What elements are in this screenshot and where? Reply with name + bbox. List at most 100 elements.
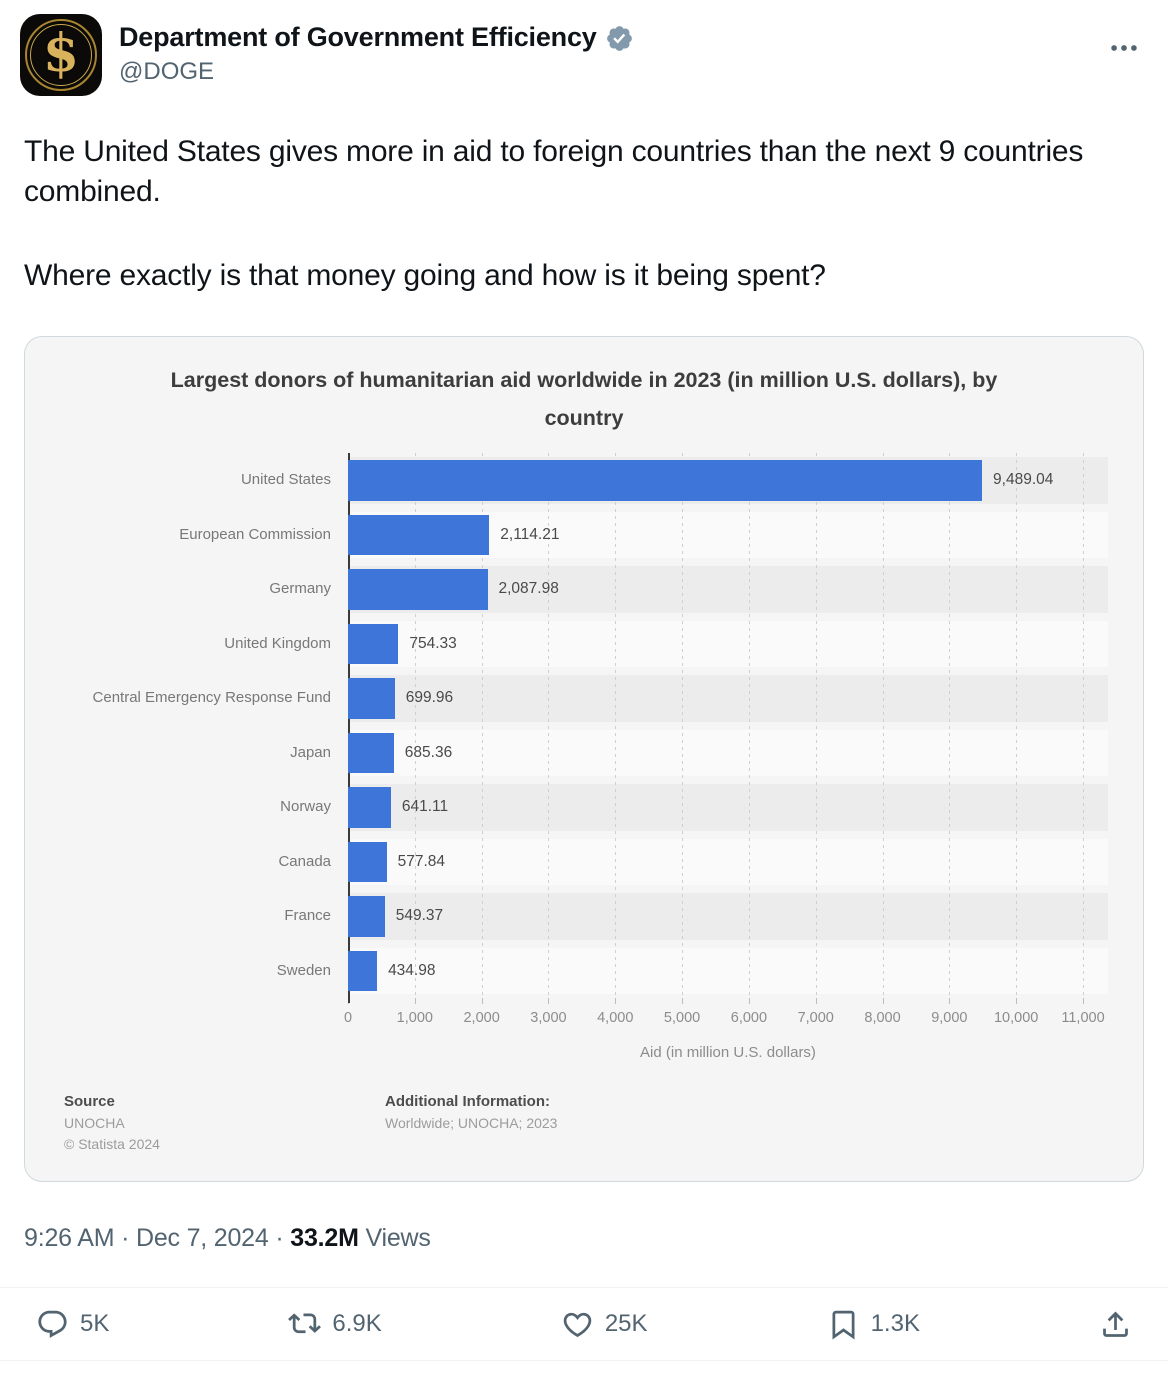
bookmark-button[interactable]: 1.3K (827, 1308, 920, 1341)
bar-value-label: 641.11 (401, 798, 449, 816)
source-value: UNOCHA (64, 1115, 125, 1131)
x-tick-label: 7,000 (797, 1010, 834, 1026)
bar-row: Sweden 434.98 (25, 944, 1108, 999)
more-button[interactable] (1104, 28, 1144, 68)
chart: United States 9,489.04 European Commission… (25, 453, 1108, 1061)
dollar-sign-logo: $ (42, 23, 80, 84)
x-tick-label: 11,000 (1061, 1010, 1105, 1026)
x-tick-label: 0 (343, 1010, 353, 1026)
display-name[interactable]: Department of Government Efficiency (119, 22, 597, 52)
x-tick-label: 9,000 (931, 1010, 968, 1026)
chart-attachment[interactable]: Largest donors of humanitarian aid world… (24, 336, 1144, 1182)
row-stripe (348, 784, 1108, 831)
like-count: 25K (604, 1310, 648, 1337)
like-button[interactable]: 25K (561, 1308, 648, 1341)
bar-area: 577.84 (348, 835, 1108, 890)
bar-row: Canada 577.84 (25, 835, 1108, 890)
bar-area: 754.33 (348, 617, 1108, 672)
tweet-meta: 9:26 AM · Dec 7, 2024 · 33.2M Views (0, 1224, 1168, 1253)
bar-row: Japan 685.36 (25, 726, 1108, 781)
divider-below-actions (0, 1360, 1168, 1361)
bar-category-label: Germany (269, 580, 331, 598)
x-tick-label: 3,000 (530, 1010, 567, 1026)
bar (348, 569, 488, 610)
additional-info-label: Additional Information: (385, 1093, 550, 1110)
post-date: Dec 7, 2024 (135, 1224, 269, 1252)
post-time: 9:26 AM (24, 1224, 115, 1252)
bar-area: 2,087.98 (348, 562, 1108, 617)
like-icon (563, 1312, 592, 1337)
source-label: Source (64, 1093, 115, 1110)
bar-category-label: Japan (290, 743, 331, 761)
x-tick-mark (348, 998, 349, 1004)
chart-footer: Source UNOCHA © Statista 2024 Additional… (64, 1091, 1143, 1155)
avatar[interactable]: $ (20, 14, 102, 96)
bar (348, 896, 385, 937)
bar-value-label: 2,087.98 (498, 580, 559, 598)
x-axis: 0 1,000 2,000 3,000 4,000 5,000 6,000 7,000 8,00… (344, 998, 1108, 1038)
views-label: Views (365, 1224, 431, 1252)
bar-area: 549.37 (348, 889, 1108, 944)
bar-category-label: Canada (278, 852, 331, 870)
handle[interactable]: @DOGE (119, 58, 215, 85)
chart-rows: United States 9,489.04 European Commission… (25, 453, 1108, 1003)
bar-value-label: 434.98 (388, 961, 436, 979)
bar-row: Norway 641.11 (25, 780, 1108, 835)
bar-row: European Commission 2,114.21 (25, 508, 1108, 563)
reply-icon (38, 1310, 67, 1338)
bar-category-label: United States (240, 471, 331, 489)
bar-category-label: European Commission (179, 525, 331, 543)
bar-category-label: Central Emergency Response Fund (92, 689, 331, 707)
x-tick-label: 10,000 (993, 1010, 1039, 1026)
x-tick-label: 1,000 (396, 1010, 433, 1026)
meta-separator-1: · (121, 1224, 130, 1252)
more-dots-icon (1111, 45, 1137, 51)
action-bar: 5K 6.9K 25K 1.3K (0, 1288, 1168, 1360)
bar-area: 699.96 (348, 671, 1108, 726)
bar-category-label: United Kingdom (224, 634, 331, 652)
repost-button[interactable]: 6.9K (288, 1308, 382, 1341)
bar-area: 2,114.21 (348, 508, 1108, 563)
x-tick-mark (1083, 998, 1084, 1004)
row-stripe (348, 893, 1108, 940)
reply-count: 5K (80, 1310, 110, 1337)
x-tick-mark (414, 998, 416, 1004)
x-tick-mark (682, 998, 684, 1004)
bar (348, 623, 399, 664)
bar-category-label: France (284, 907, 331, 925)
additional-info-block: Additional Information: Worldwide; UNOCH… (385, 1091, 557, 1155)
bar (348, 841, 387, 882)
x-tick-label: 2,000 (463, 1010, 500, 1026)
header-names: Department of Government Efficiency @DOG… (119, 14, 634, 86)
x-tick-label: 5,000 (663, 1010, 701, 1026)
bar-value-label: 549.37 (395, 907, 444, 925)
reply-button[interactable]: 5K (36, 1308, 109, 1341)
bar-category-label: Sweden (276, 961, 331, 979)
bookmark-count: 1.3K (870, 1310, 920, 1337)
row-stripe (348, 675, 1108, 722)
bar-value-label: 754.33 (409, 634, 457, 652)
bar-value-label: 685.36 (404, 743, 453, 761)
row-stripe (348, 947, 1108, 994)
tweet-text: The United States gives more in aid to f… (0, 132, 1168, 296)
tweet-header: $ Department of Government Efficiency @D… (0, 0, 1168, 96)
x-tick-mark (1016, 998, 1018, 1004)
views-count: 33.2M (290, 1224, 359, 1252)
x-tick-mark (748, 998, 750, 1004)
row-stripe (348, 729, 1108, 776)
bar-row: Central Emergency Response Fund 699.96 (25, 671, 1108, 726)
share-button[interactable] (1099, 1308, 1132, 1341)
bar-area: 685.36 (348, 726, 1108, 781)
bar-value-label: 2,114.21 (500, 525, 560, 543)
x-tick-mark (548, 998, 550, 1004)
share-icon (1103, 1311, 1128, 1337)
bar-value-label: 9,489.04 (993, 471, 1054, 489)
bar-area: 641.11 (348, 780, 1108, 835)
x-tick-mark (882, 998, 884, 1004)
bar-row: France 549.37 (25, 889, 1108, 944)
avatar-gold-ring-outer (25, 19, 97, 91)
bar-value-label: 577.84 (397, 852, 446, 870)
bar (348, 950, 378, 991)
tweet-paragraph-1: The United States gives more in aid to f… (24, 135, 1084, 208)
bar-area: 9,489.04 (348, 453, 1108, 508)
